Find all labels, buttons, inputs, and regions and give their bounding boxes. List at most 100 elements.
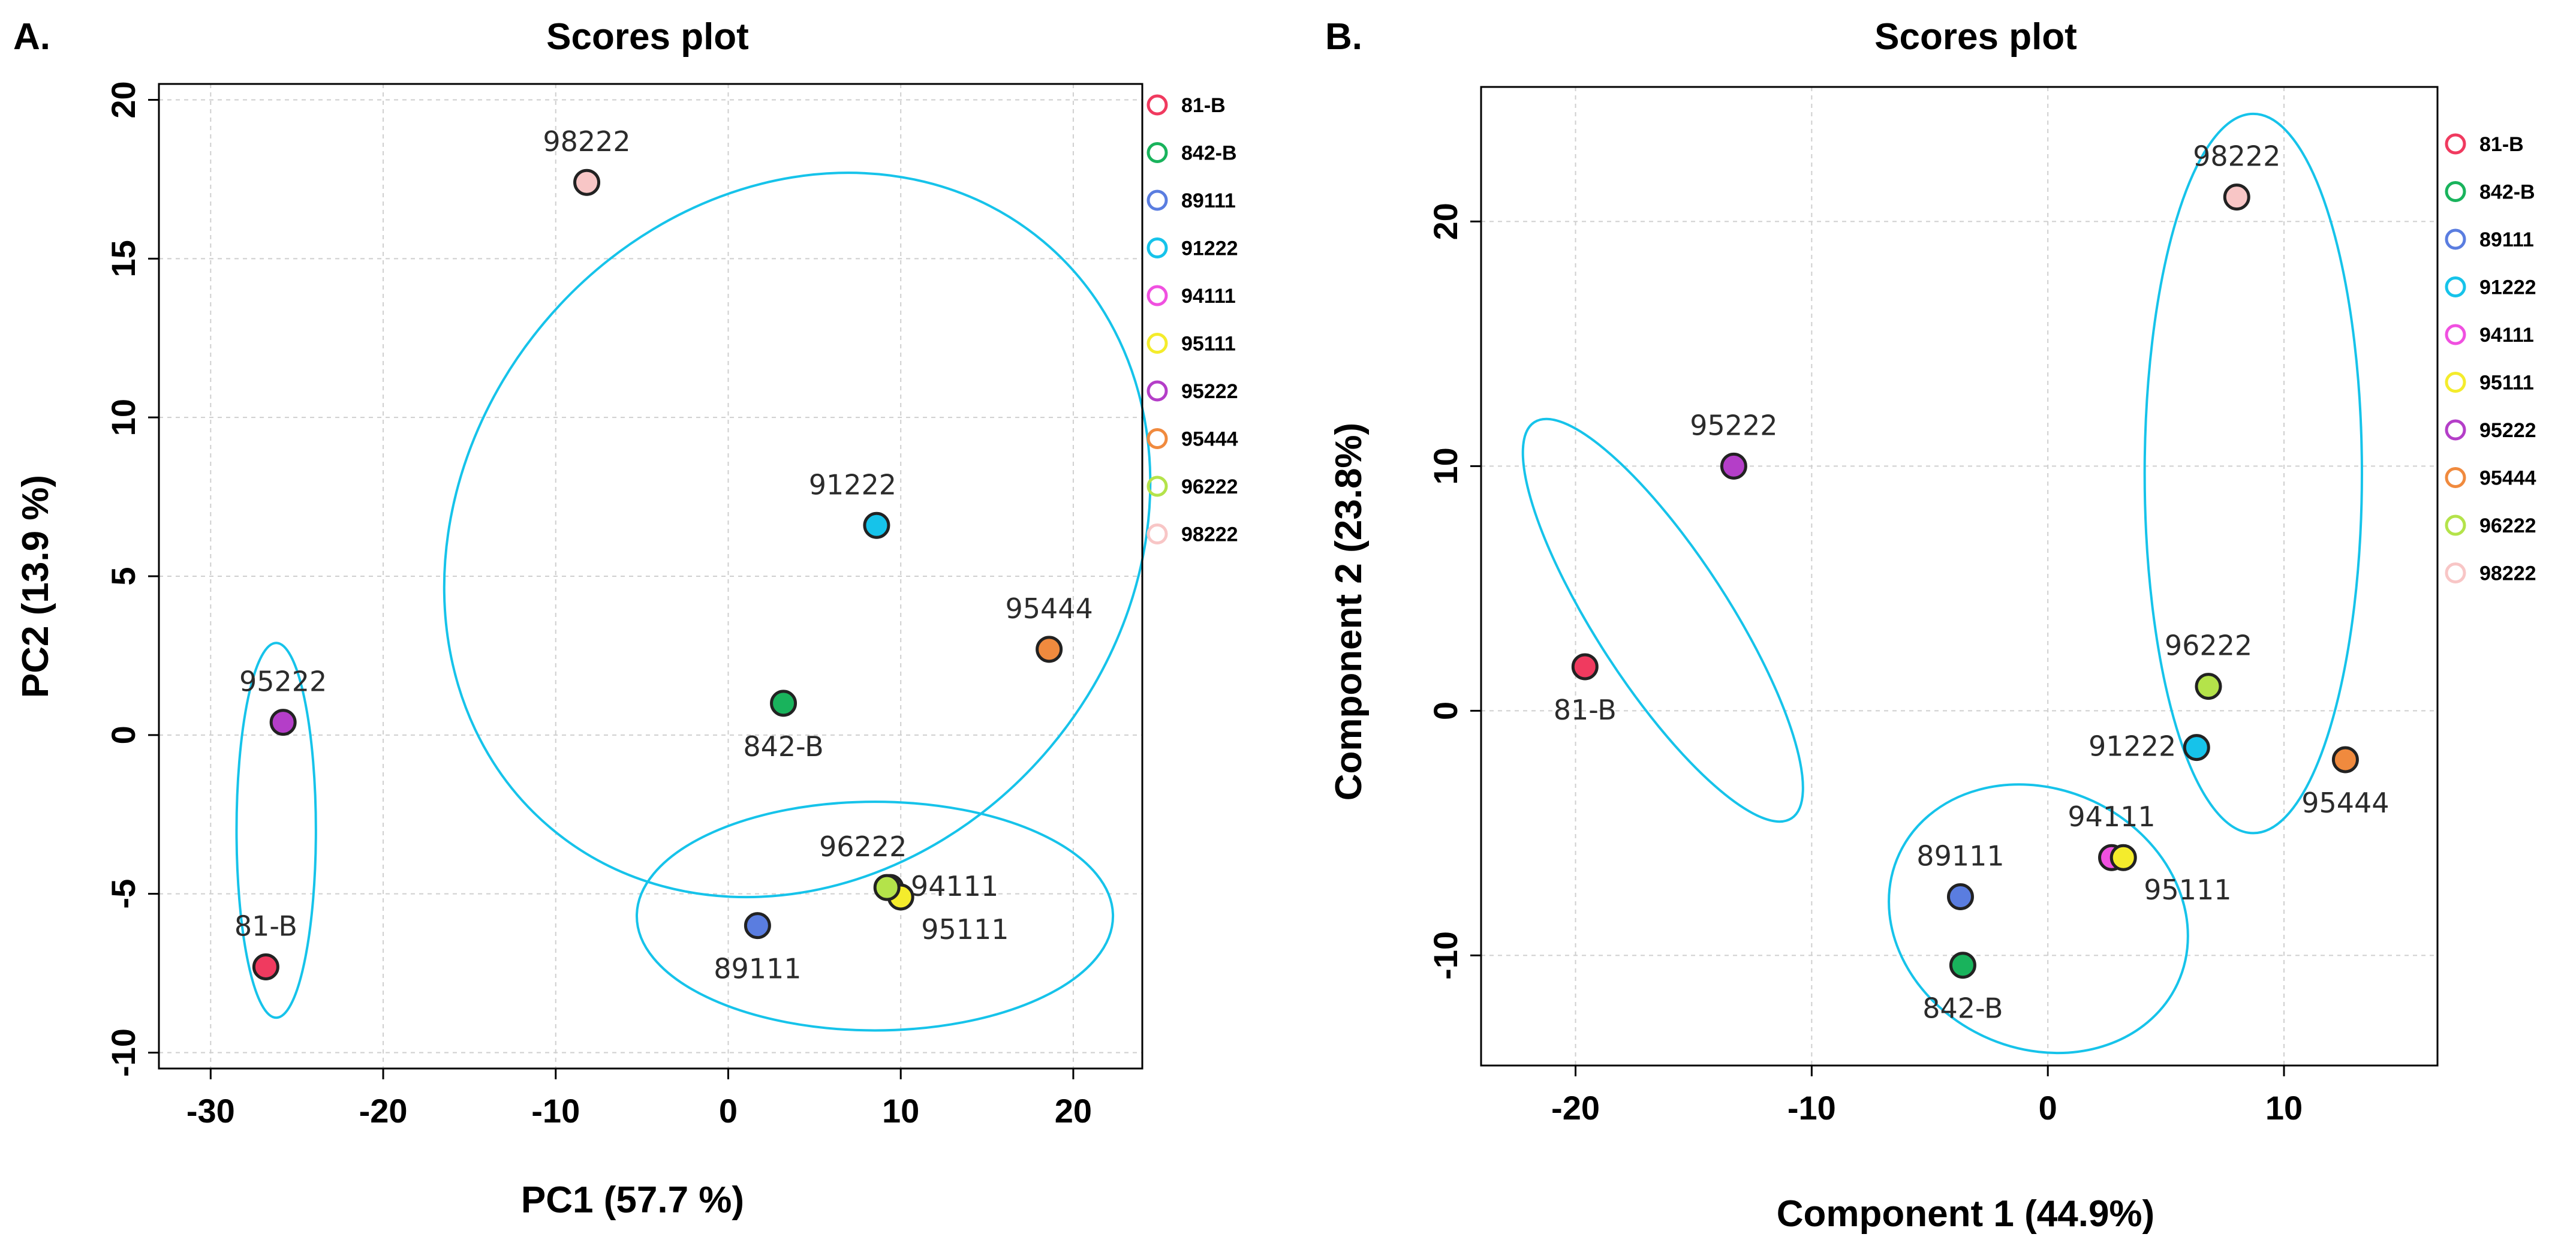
panel-b-legend-item-89111: 89111	[2445, 228, 2534, 251]
panel-a-y-tick-label: -10	[104, 1028, 142, 1077]
panel-a-point-label-95444: 95444	[1005, 592, 1093, 625]
panel-a-point-89111	[744, 912, 771, 940]
panel-b-y-tick-label: -10	[1427, 931, 1464, 980]
panel-b-legend-item-842-b: 842-B	[2445, 181, 2535, 204]
panel-a-legend-label-842-b: 842-B	[1181, 142, 1237, 165]
panel-b-point-label-95444: 95444	[2301, 787, 2389, 819]
panel-b-point-label-81-b: 81-B	[1554, 694, 1617, 726]
panel-b-plot-frame	[1480, 86, 2439, 1067]
panel-a-y-tick-label: 0	[104, 726, 142, 744]
panel-b-data-points: 81-B 842-B 89111 91222 94111 95111 95222 95444 9…	[1554, 140, 2390, 1025]
panel-a-legend-marker-98222	[1146, 523, 1168, 544]
panel-a-y-tick-label: -5	[104, 879, 142, 909]
panel-b-legend-marker-96222	[2445, 514, 2466, 536]
panel-b-legend-marker-98222	[2445, 562, 2466, 583]
panel-b-point-95111	[2109, 844, 2137, 871]
panel-a-legend-marker-91222	[1146, 237, 1168, 258]
panel-b-point-95222	[1720, 452, 1747, 480]
panel-a-legend-label-94111: 94111	[1181, 285, 1236, 308]
panel-b-cluster-ellipse-3	[1888, 783, 2189, 1055]
panel-b-plsda-scores-plot: B. Scores plot Component 1 (44.9%) Compo…	[1325, 16, 2536, 1235]
panel-b-x-tick-label: -10	[1787, 1089, 1836, 1127]
panel-b-legend-marker-842-b	[2445, 181, 2466, 202]
panel-b-legend-label-95222: 95222	[2479, 419, 2536, 442]
panel-b-cluster-ellipse-1	[1521, 417, 1804, 823]
panel-b-legend-marker-95222	[2445, 419, 2466, 441]
panel-b-point-89111	[1946, 883, 1974, 910]
panel-a-point-label-98222: 98222	[543, 125, 630, 158]
panel-a-point-label-95111: 95111	[921, 913, 1009, 946]
panel-a-legend-item-842-b: 842-B	[1146, 142, 1237, 165]
panel-a-legend-item-95222: 95222	[1146, 380, 1238, 403]
panel-a-legend-label-89111: 89111	[1181, 189, 1236, 212]
panel-b-legend-marker-95111	[2445, 372, 2466, 393]
panel-b-grid	[1481, 87, 2437, 1066]
panel-a-x-tick-label: -30	[186, 1092, 235, 1130]
panel-a-legend-item-95444: 95444	[1146, 428, 1238, 451]
panel-b-point-842-b	[1949, 952, 1976, 979]
panel-b-legend-label-95111: 95111	[2479, 372, 2534, 395]
panel-b-legend-item-95111: 95111	[2445, 372, 2534, 395]
panel-a-x-axis-label: PC1 (57.7 %)	[521, 1179, 744, 1221]
panel-b-legend-item-95222: 95222	[2445, 419, 2536, 442]
panel-b-point-91222	[2183, 734, 2210, 762]
panel-b-point-label-96222: 96222	[2165, 630, 2252, 662]
panel-a-point-81-b	[252, 953, 279, 981]
panel-a-point-label-89111: 89111	[714, 953, 801, 985]
panel-b-legend-label-94111: 94111	[2479, 324, 2534, 347]
panel-b-point-96222	[2195, 673, 2222, 700]
panel-b-x-tick-label: 10	[2265, 1089, 2303, 1127]
panel-b-legend-marker-91222	[2445, 276, 2466, 297]
panel-a-legend-marker-95222	[1146, 380, 1168, 402]
panel-a-data-points: 81-B 842-B 89111 91222 94111 95111 95222 95444 9…	[234, 125, 1093, 985]
panel-b-point-label-89111: 89111	[1916, 839, 2004, 872]
panel-b-point-label-98222: 98222	[2193, 140, 2280, 173]
panel-b-legend-label-842-b: 842-B	[2479, 181, 2535, 204]
panel-b-legend-item-96222: 96222	[2445, 514, 2536, 537]
panel-a-title: Scores plot	[546, 16, 749, 58]
panel-b-y-tick-label: 10	[1427, 447, 1464, 484]
panel-a-legend-label-95111: 95111	[1181, 333, 1236, 356]
panel-b-legend-marker-89111	[2445, 228, 2466, 250]
panel-b-legend-item-98222: 98222	[2445, 562, 2536, 585]
panel-b-y-tick-label: 0	[1427, 702, 1464, 720]
panel-b-point-label-95111: 95111	[2144, 874, 2231, 906]
panel-a-cluster-ellipse-2	[443, 171, 1152, 899]
panel-a-point-label-91222: 91222	[809, 468, 896, 501]
panel-a-point-95444	[1036, 636, 1063, 663]
panel-b-legend-item-95444: 95444	[2445, 467, 2536, 490]
panel-a-y-tick-label: 20	[104, 81, 142, 118]
panel-a-pca-scores-plot: A. Scores plot PC1 (57.7 %) PC2 (13.9 %)…	[13, 16, 1238, 1221]
panel-a-legend-label-95222: 95222	[1181, 380, 1238, 403]
panel-a-y-axis-label: PC2 (13.9 %)	[15, 475, 56, 698]
panel-b-legend-item-94111: 94111	[2445, 324, 2534, 347]
panel-a-legend-item-94111: 94111	[1146, 285, 1236, 308]
panel-a-cluster-ellipse-1	[235, 642, 317, 1019]
panel-a-legend-label-96222: 96222	[1181, 475, 1238, 498]
panel-a-point-label-94111: 94111	[911, 870, 998, 902]
panel-b-point-label-94111: 94111	[2068, 800, 2155, 833]
panel-b-point-98222	[2223, 183, 2250, 211]
panel-b-legend-label-91222: 91222	[2479, 276, 2536, 299]
panel-a-x-tick-label: -20	[359, 1092, 408, 1130]
panel-b-legend-label-96222: 96222	[2479, 514, 2536, 537]
panel-b-point-label-95222: 95222	[1690, 409, 1777, 441]
panel-b-legend-item-91222: 91222	[2445, 276, 2536, 299]
panel-b-point-label-842-b: 842-B	[1922, 992, 2003, 1025]
panel-a-point-842-b	[770, 690, 798, 717]
panel-a-x-tick-label: 0	[719, 1092, 738, 1130]
panel-b-legend-marker-94111	[2445, 324, 2466, 345]
panel-a-point-96222	[873, 874, 901, 901]
panel-b-x-axis-label: Component 1 (44.9%)	[1777, 1193, 2154, 1235]
panel-a-point-label-95222: 95222	[239, 666, 327, 698]
panel-a-legend-marker-95111	[1146, 333, 1168, 354]
panel-b-axis-ticks: -20 -10 0 10 -10 0 10 20	[1427, 203, 2303, 1127]
panel-a-legend-item-81-b: 81-B	[1146, 94, 1226, 117]
panel-b-legend-label-89111: 89111	[2479, 228, 2534, 251]
panel-a-axis-ticks: -30 -20 -10 0 10 20 -10 -5 0 5 10 15 20	[104, 81, 1092, 1130]
panel-a-legend-item-91222: 91222	[1146, 237, 1238, 260]
panel-a-x-tick-label: -10	[531, 1092, 580, 1130]
panel-b-legend: 81-B 842-B 89111 91222 94111 95111 95222 95444 9…	[2445, 133, 2536, 585]
panel-a-y-tick-label: 10	[104, 399, 142, 436]
